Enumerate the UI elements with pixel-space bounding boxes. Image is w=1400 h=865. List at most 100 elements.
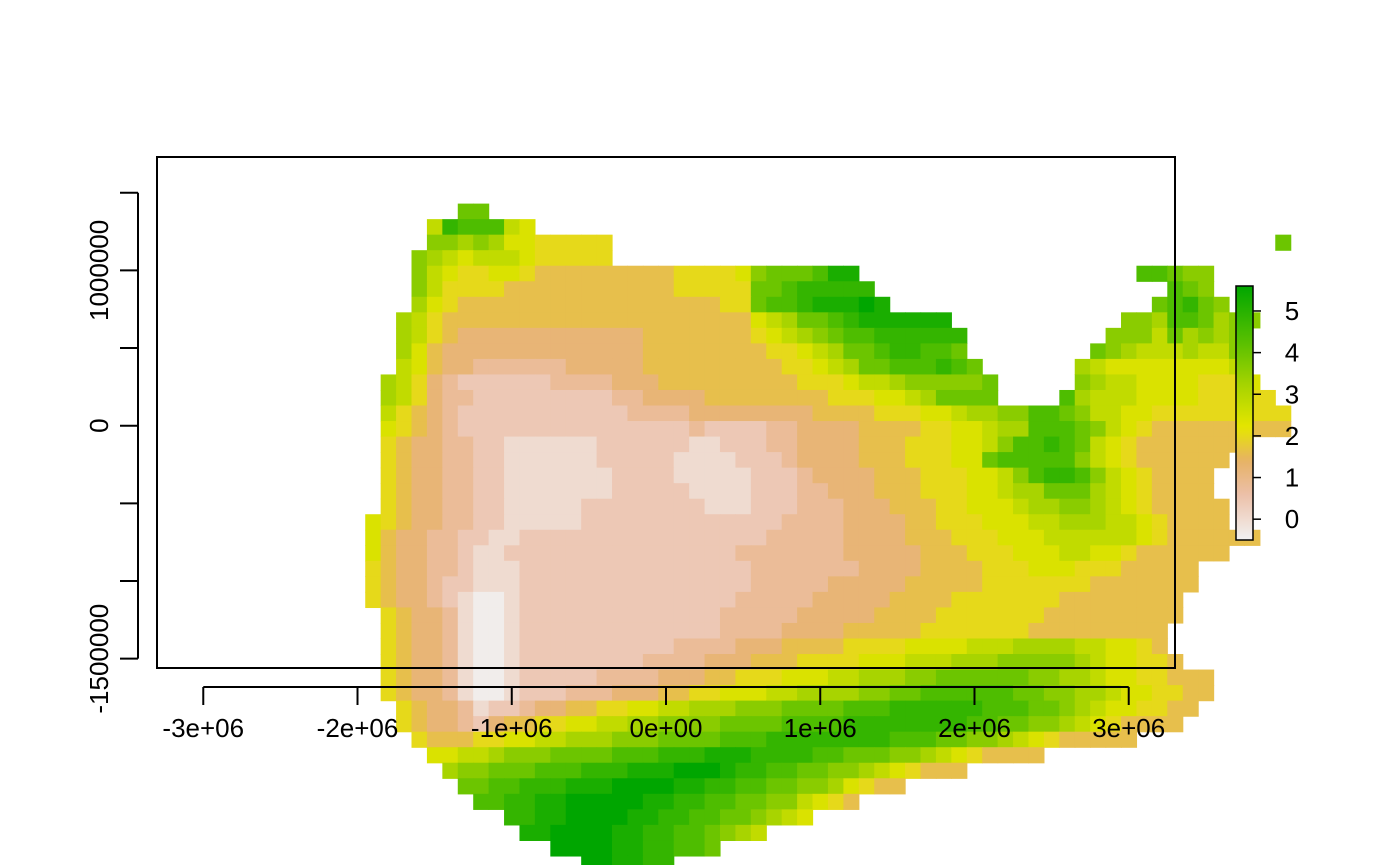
raster-cell xyxy=(596,762,613,779)
raster-cell xyxy=(982,716,999,733)
raster-cell xyxy=(689,731,706,748)
raster-cell xyxy=(920,327,937,344)
raster-cell xyxy=(457,312,474,329)
raster-cell xyxy=(843,700,860,717)
raster-cell xyxy=(1182,265,1199,282)
raster-cell xyxy=(442,467,459,484)
raster-cell xyxy=(1074,560,1091,577)
raster-cell xyxy=(642,436,659,453)
raster-cell xyxy=(534,654,551,671)
raster-cell xyxy=(442,374,459,391)
raster-cell xyxy=(858,405,875,422)
raster-cell xyxy=(935,638,952,655)
raster-cell xyxy=(550,498,567,515)
y-tick-label: 1000000 xyxy=(84,220,114,321)
raster-cell xyxy=(596,498,613,515)
raster-cell xyxy=(966,731,983,748)
raster-cell xyxy=(750,358,767,376)
raster-cell xyxy=(735,327,752,344)
raster-cell xyxy=(488,452,505,469)
raster-cell xyxy=(1198,374,1215,391)
raster-cell xyxy=(673,312,690,329)
raster-cell xyxy=(719,700,736,717)
raster-cell xyxy=(596,731,613,748)
raster-cell xyxy=(673,638,690,655)
raster-cell xyxy=(843,591,860,609)
raster-cell xyxy=(1059,436,1076,453)
raster-cell xyxy=(951,576,968,593)
raster-cell xyxy=(673,778,690,795)
raster-cell xyxy=(689,576,706,593)
raster-cell xyxy=(827,700,844,717)
raster-cell xyxy=(581,343,598,360)
raster-cell xyxy=(473,576,490,593)
raster-cell xyxy=(843,560,860,577)
raster-cell xyxy=(704,778,721,795)
raster-cell xyxy=(627,389,644,407)
raster-cell xyxy=(766,327,783,344)
raster-cell xyxy=(766,529,783,546)
raster-cell xyxy=(719,793,736,810)
raster-cell xyxy=(889,622,906,640)
raster-cell xyxy=(673,343,690,360)
raster-cell xyxy=(750,685,767,702)
raster-cell xyxy=(951,483,968,500)
raster-cell xyxy=(735,560,752,577)
raster-cell xyxy=(504,219,521,236)
raster-cell xyxy=(673,529,690,546)
raster-cell xyxy=(658,638,675,655)
raster-cell xyxy=(874,638,891,655)
raster-cell xyxy=(1059,483,1076,500)
raster-cell xyxy=(719,716,736,733)
raster-cell xyxy=(519,483,536,500)
raster-cell xyxy=(689,638,706,655)
raster-cell xyxy=(920,576,937,593)
raster-cell xyxy=(550,327,567,344)
raster-cell xyxy=(442,545,459,562)
raster-cell xyxy=(504,529,521,546)
raster-cell xyxy=(966,591,983,609)
raster-cell xyxy=(596,700,613,717)
raster-cell xyxy=(1198,436,1215,453)
raster-cell xyxy=(812,576,829,593)
raster-cell xyxy=(689,421,706,438)
raster-cell xyxy=(442,436,459,453)
raster-cell xyxy=(766,281,783,298)
raster-cell xyxy=(766,265,783,282)
raster-cell xyxy=(781,685,798,702)
raster-cell xyxy=(488,327,505,344)
raster-cell xyxy=(488,607,505,624)
raster-cell xyxy=(1013,638,1030,655)
raster-cell xyxy=(843,576,860,593)
raster-cell xyxy=(550,436,567,453)
raster-cell xyxy=(1136,421,1153,438)
raster-cell xyxy=(519,296,536,313)
raster-cell xyxy=(488,638,505,655)
raster-cell xyxy=(658,669,675,686)
raster-cell xyxy=(380,545,397,562)
raster-cell xyxy=(1151,622,1168,640)
raster-cell xyxy=(442,281,459,298)
raster-cell xyxy=(1043,622,1060,640)
raster-cell xyxy=(550,560,567,577)
raster-cell xyxy=(1043,452,1060,469)
raster-cell xyxy=(704,358,721,376)
raster-cell xyxy=(858,467,875,484)
raster-cell xyxy=(827,762,844,779)
raster-cell xyxy=(1136,607,1153,624)
raster-cell xyxy=(1074,514,1091,531)
raster-cell xyxy=(966,716,983,733)
raster-cell xyxy=(889,498,906,515)
raster-cell xyxy=(874,731,891,748)
raster-cell xyxy=(1074,638,1091,655)
raster-cell xyxy=(411,716,428,733)
raster-cell xyxy=(689,343,706,360)
raster-cell xyxy=(827,622,844,640)
raster-cell xyxy=(519,529,536,546)
raster-cell xyxy=(905,654,922,671)
raster-cell xyxy=(997,576,1014,593)
raster-cell xyxy=(905,545,922,562)
raster-cell xyxy=(411,467,428,484)
raster-cell xyxy=(982,405,999,422)
raster-cell xyxy=(457,374,474,391)
